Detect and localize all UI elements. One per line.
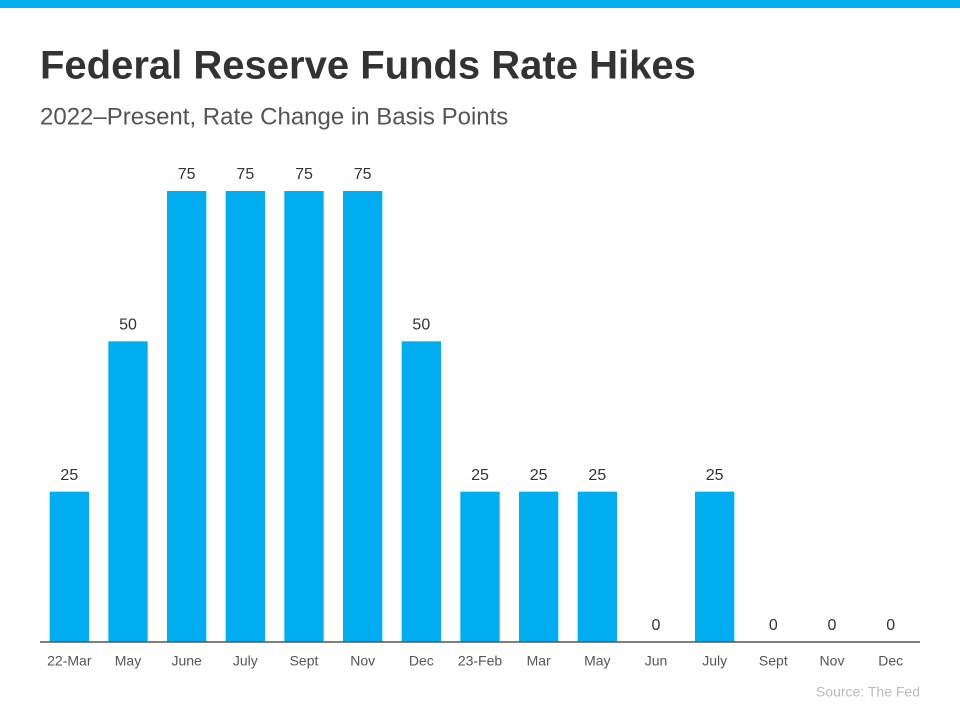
value-label: 0 xyxy=(769,617,778,634)
value-label: 25 xyxy=(471,467,489,484)
value-label: 75 xyxy=(236,166,254,183)
x-tick-label: June xyxy=(171,653,202,669)
x-tick-label: Jun xyxy=(645,653,668,669)
bar xyxy=(108,341,148,642)
x-tick-label: May xyxy=(584,653,610,669)
x-tick-label: July xyxy=(702,653,727,669)
x-tick-label: May xyxy=(115,653,141,669)
value-label: 75 xyxy=(295,166,313,183)
value-label: 50 xyxy=(119,317,137,334)
bar xyxy=(49,491,89,642)
bar xyxy=(401,341,441,642)
bar xyxy=(460,491,500,642)
value-label: 25 xyxy=(60,467,78,484)
value-label: 25 xyxy=(530,467,548,484)
x-tick-label: Nov xyxy=(820,653,845,669)
chart-subtitle: 2022–Present, Rate Change in Basis Point… xyxy=(40,103,508,130)
x-tick-label: Dec xyxy=(878,653,903,669)
value-label: 0 xyxy=(886,617,895,634)
x-tick-label: Mar xyxy=(527,653,551,669)
bar xyxy=(577,491,617,642)
bar xyxy=(695,491,735,642)
value-label: 50 xyxy=(412,317,430,334)
value-label: 75 xyxy=(178,166,196,183)
bar xyxy=(519,491,559,642)
value-label: 0 xyxy=(652,617,661,634)
x-tick-label: Sept xyxy=(290,653,319,669)
value-label: 25 xyxy=(706,467,724,484)
bar xyxy=(343,191,383,642)
value-label: 25 xyxy=(588,467,606,484)
x-tick-label: 23-Feb xyxy=(458,653,503,669)
x-tick-label: Nov xyxy=(350,653,375,669)
x-tick-label: 22-Mar xyxy=(47,653,92,669)
top-band xyxy=(0,0,960,8)
x-tick-label: Dec xyxy=(409,653,434,669)
bar xyxy=(225,191,265,642)
source-note: Source: The Fed xyxy=(816,684,920,700)
value-label: 75 xyxy=(354,166,372,183)
bar xyxy=(284,191,324,642)
value-label: 0 xyxy=(828,617,837,634)
x-tick-label: Sept xyxy=(759,653,788,669)
x-tick-label: July xyxy=(233,653,258,669)
chart-title: Federal Reserve Funds Rate Hikes xyxy=(40,44,696,88)
bar xyxy=(167,191,207,642)
